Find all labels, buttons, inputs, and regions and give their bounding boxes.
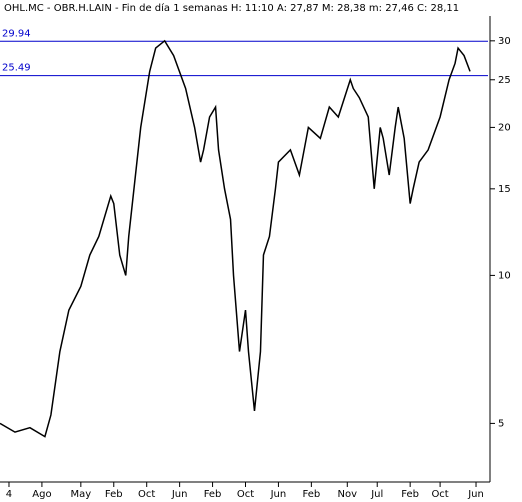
x-tick-label: Oct	[237, 489, 254, 500]
x-tick-label: May	[70, 489, 91, 500]
y-tick-label: 5	[498, 418, 504, 429]
x-tick-label: Feb	[105, 489, 123, 500]
price-line-series	[0, 39, 471, 438]
x-tick-label: Feb	[204, 489, 222, 500]
x-tick-label: Nov	[338, 489, 358, 500]
chart-title: OHL.MC - OBR.H.LAIN - Fin de día 1 seman…	[4, 2, 459, 14]
x-tick-label: Feb	[303, 489, 321, 500]
y-tick-label: 10	[498, 270, 511, 281]
y-tick-label: 30	[498, 36, 511, 47]
x-tick-label: Ago	[32, 489, 51, 500]
y-tick-label: 25	[498, 75, 511, 86]
x-tick-label: 4	[6, 489, 12, 500]
x-tick-label: Oct	[138, 489, 155, 500]
y-tick-label: 20	[498, 122, 511, 133]
x-tick-label: Jun	[171, 489, 188, 500]
x-tick-label: Feb	[401, 489, 419, 500]
x-tick-label: Oct	[431, 489, 448, 500]
y-tick-label: 15	[498, 184, 511, 195]
price-line-label: 29.94	[2, 28, 31, 39]
price-line-label: 25.49	[2, 63, 31, 74]
x-tick-label: Jun	[467, 489, 484, 500]
x-tick-label: Jun	[270, 489, 287, 500]
x-tick-label: Jul	[370, 489, 383, 500]
